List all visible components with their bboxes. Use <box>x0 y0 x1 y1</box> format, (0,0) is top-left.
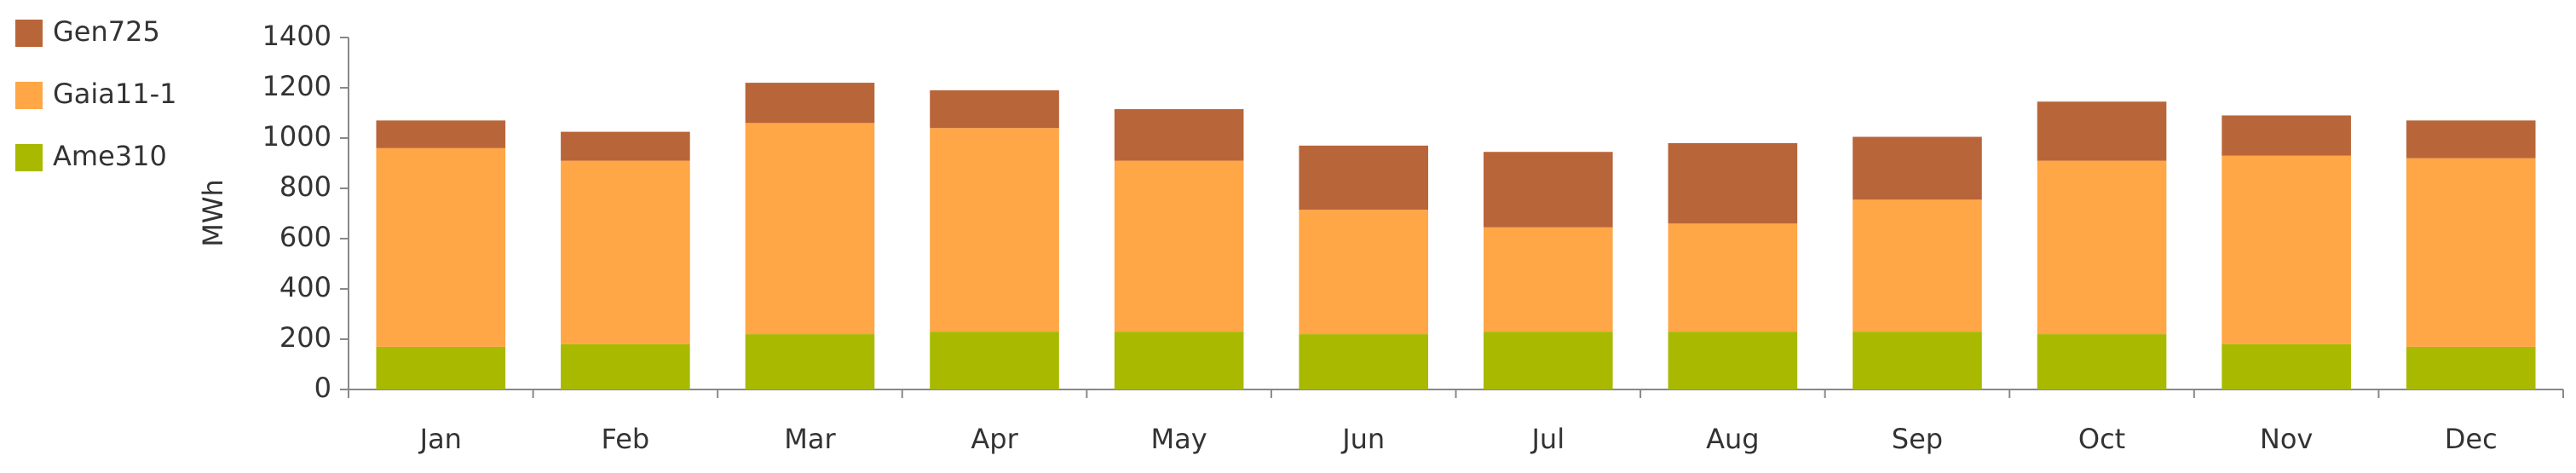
bar-segment <box>1483 152 1613 228</box>
bar-segment <box>1668 142 1798 224</box>
y-tick-label: 1000 <box>262 120 331 153</box>
bar-segment <box>930 89 1059 129</box>
bar-segment <box>1114 109 1244 161</box>
bar-segment <box>2406 158 2536 347</box>
y-tick-label: 1400 <box>262 20 331 52</box>
x-tick-label: Nov <box>2260 423 2313 455</box>
y-tick-label: 400 <box>279 271 331 303</box>
y-tick-label: 0 <box>314 372 331 404</box>
bar-segment <box>1483 227 1613 332</box>
bar-segment <box>2406 346 2536 389</box>
legend-swatch <box>15 144 43 171</box>
bar-segment <box>376 120 506 148</box>
legend-label: Gen725 <box>53 15 160 48</box>
bar-segment <box>561 131 690 161</box>
bar-segment <box>561 343 690 389</box>
bar-segment <box>745 83 875 124</box>
bar-segment <box>745 123 875 335</box>
bar-segment <box>1114 160 1244 332</box>
bar-segment <box>2222 343 2351 389</box>
bar-segment <box>1299 145 1429 211</box>
y-tick-label: 800 <box>279 170 331 203</box>
x-tick-label: Jan <box>418 423 462 455</box>
bar-segment <box>2222 155 2351 344</box>
x-tick-label: Apr <box>971 423 1018 455</box>
bar-segment <box>1114 332 1244 389</box>
x-tick-label: Oct <box>2078 423 2125 455</box>
bar-segment <box>1668 332 1798 389</box>
bar-segment <box>1853 136 1982 200</box>
bar-segment <box>1853 199 1982 332</box>
x-tick-label: Jun <box>1340 423 1385 455</box>
bar-segment <box>2222 115 2351 156</box>
bar-segment <box>376 346 506 389</box>
bar-segment <box>2406 120 2536 159</box>
x-tick-label: May <box>1151 423 1207 455</box>
x-tick-label: Dec <box>2445 423 2498 455</box>
legend-label: Gaia11-1 <box>53 78 177 110</box>
bar-segment <box>1299 210 1429 335</box>
legend-swatch <box>15 82 43 109</box>
bar-segment <box>2037 160 2167 335</box>
y-tick-label: 600 <box>279 221 331 253</box>
x-tick-label: Feb <box>602 423 650 455</box>
x-tick-label: Sep <box>1892 423 1943 455</box>
bar-segment <box>561 160 690 344</box>
bar-segment <box>1299 334 1429 389</box>
bar-segment <box>1668 223 1798 332</box>
bar-segment <box>2037 101 2167 161</box>
x-tick-label: Jul <box>1530 423 1565 455</box>
y-tick-label: 1200 <box>262 70 331 102</box>
bar-segment <box>1483 332 1613 389</box>
y-axis-label: MWh <box>197 179 229 247</box>
bar-segment <box>930 332 1059 389</box>
x-tick-label: Mar <box>784 423 836 455</box>
bar-segment <box>2037 334 2167 389</box>
bar-segment <box>930 128 1059 332</box>
bar-segment <box>1853 332 1982 389</box>
legend-label: Ame310 <box>53 140 167 172</box>
legend-swatch <box>15 20 43 47</box>
bar-segment <box>745 334 875 389</box>
y-tick-label: 200 <box>279 321 331 354</box>
bar-segment <box>376 147 506 347</box>
x-tick-label: Aug <box>1706 423 1759 455</box>
